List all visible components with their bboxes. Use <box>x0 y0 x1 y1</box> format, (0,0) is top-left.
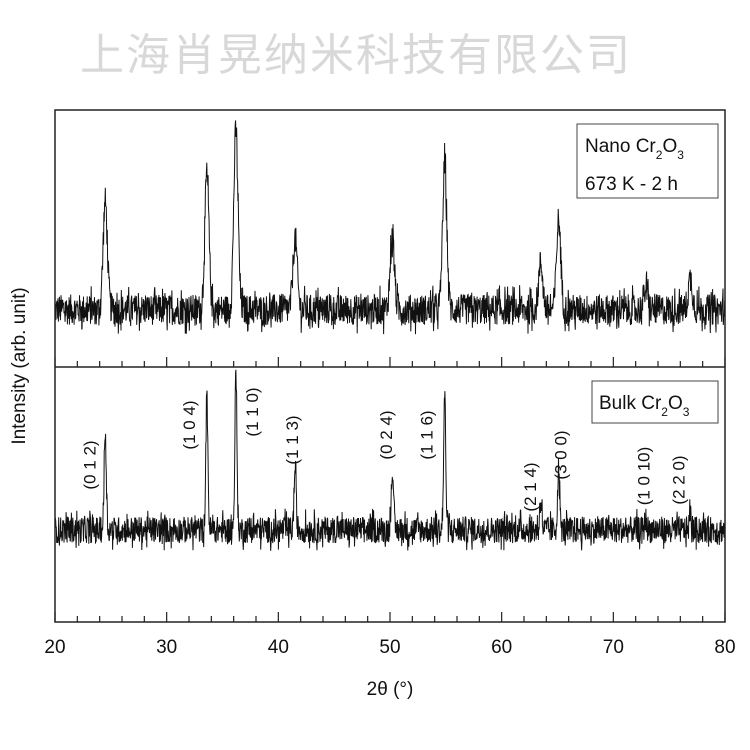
x-ticks: 20 30 40 50 60 70 80 <box>44 357 736 658</box>
x-tick-label: 60 <box>491 637 512 658</box>
x-tick-label: 70 <box>603 637 624 658</box>
legend-bulk: Bulk Cr2O3 <box>591 380 719 424</box>
hkl-label: (1 0 4) <box>180 400 199 449</box>
series-line-bulk <box>54 369 726 551</box>
y-axis-title: Intensity (arb. unit) <box>9 287 30 444</box>
series-line-nano <box>54 120 726 335</box>
svg-text:Nano Cr2O3: Nano Cr2O3 <box>585 136 684 162</box>
svg-text:Bulk Cr2O3: Bulk Cr2O3 <box>599 393 690 419</box>
hkl-label: (2 2 0) <box>669 455 688 504</box>
hkl-label: (1 1 6) <box>418 410 437 459</box>
hkl-label: (1 1 0) <box>243 387 262 436</box>
x-tick-label: 50 <box>379 637 400 658</box>
hkl-label: (3 0 0) <box>552 430 571 479</box>
x-axis-title: 2θ (°) <box>367 679 414 700</box>
hkl-label: (0 1 2) <box>80 440 99 489</box>
hkl-labels: (0 1 2) (1 0 4) (1 1 0) (1 1 3) (0 2 4) (1 1 … <box>80 387 688 511</box>
x-tick-label: 40 <box>268 637 289 658</box>
traces <box>54 120 726 551</box>
x-tick-label: 30 <box>156 637 177 658</box>
legend-nano: Nano Cr2O3 673 K - 2 h <box>576 123 719 199</box>
legend-condition: 673 K - 2 h <box>585 174 678 195</box>
hkl-label: (0 2 4) <box>377 410 396 459</box>
x-tick-label: 20 <box>44 637 65 658</box>
hkl-label: (1 0 10) <box>635 447 654 506</box>
watermark: 上海肖晃纳米科技有限公司 <box>80 30 632 81</box>
x-tick-label: 80 <box>714 637 735 658</box>
hkl-label: (1 1 3) <box>283 415 302 464</box>
hkl-label: (2 1 4) <box>521 462 540 511</box>
